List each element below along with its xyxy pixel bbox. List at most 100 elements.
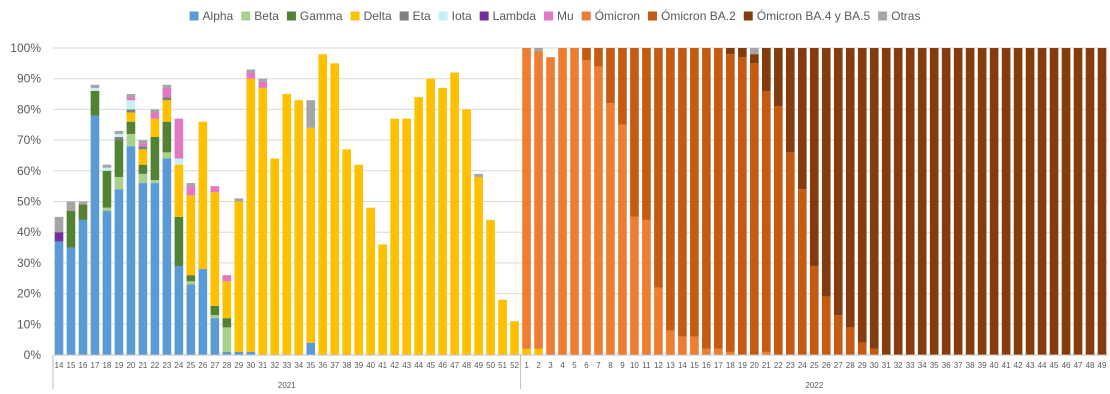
legend-item-omicron-ba-4-y-ba-5: Ómicron BA.4 y BA.5 bbox=[743, 8, 870, 23]
x-tick-label: 39 bbox=[354, 361, 363, 370]
y-tick-label: 0% bbox=[24, 348, 42, 362]
bar-segment-omicron-ba-4-y-ba-5 bbox=[809, 48, 819, 266]
bar-segment-omicron bbox=[558, 48, 567, 355]
bar-segment-beta bbox=[186, 281, 196, 285]
bar-segment-alpha bbox=[150, 183, 160, 355]
x-tick-label: 3 bbox=[548, 361, 553, 370]
bar-segment-omicron-ba-4-y-ba-5 bbox=[869, 48, 879, 349]
legend-label: Beta bbox=[254, 9, 279, 23]
bar-segment-alpha bbox=[210, 318, 220, 355]
x-tick-label: 15 bbox=[690, 361, 699, 370]
bar-segment-delta bbox=[462, 109, 471, 356]
x-tick-label: 41 bbox=[378, 361, 387, 370]
legend-swatch bbox=[189, 11, 199, 21]
bar-segment-omicron-ba-4-y-ba-5 bbox=[953, 48, 963, 355]
legend-item-omicron-ba-2: Ómicron BA.2 bbox=[648, 8, 736, 23]
legend-swatch bbox=[479, 11, 489, 21]
x-tick-label: 28 bbox=[846, 361, 855, 370]
x-tick-label: 41 bbox=[1002, 361, 1011, 370]
bar-segment-otras bbox=[534, 48, 543, 52]
x-tick-label: 2 bbox=[536, 361, 541, 370]
bar-segment-alpha bbox=[186, 284, 196, 355]
legend: Alpha Beta Gamma Delta Eta Iota Lambda Mu Ómicro… bbox=[189, 8, 920, 23]
bar-segment-omicron-ba-2 bbox=[702, 48, 711, 349]
x-tick-label: 29 bbox=[858, 361, 867, 370]
bar-segment-otras bbox=[54, 216, 64, 233]
bar-segment-delta bbox=[282, 94, 292, 356]
bar-segment-omicron-ba-4-y-ba-5 bbox=[1061, 48, 1071, 355]
x-tick-label: 24 bbox=[798, 361, 807, 370]
bar-segment-omicron-ba-2 bbox=[678, 48, 687, 337]
bar-segment-delta bbox=[414, 97, 423, 356]
x-tick-label: 34 bbox=[918, 361, 927, 370]
bar-segment-eta bbox=[114, 137, 124, 141]
bar-segment-omicron-ba-4-y-ba-5 bbox=[773, 48, 783, 107]
bar-segment-otras bbox=[126, 94, 136, 98]
bar-segment-gamma bbox=[114, 140, 124, 177]
x-tick-label: 43 bbox=[1026, 361, 1035, 370]
x-tick-label: 45 bbox=[1050, 361, 1059, 370]
x-tick-label: 21 bbox=[762, 361, 771, 370]
legend-swatch bbox=[241, 11, 251, 21]
bar-segment-omicron-ba-4-y-ba-5 bbox=[821, 48, 831, 297]
bar-segment-gamma bbox=[174, 216, 184, 266]
bar-segment-omicron-ba-2 bbox=[773, 106, 783, 355]
legend-item-eta: Eta bbox=[399, 9, 431, 23]
bar-segment-eta bbox=[162, 97, 172, 101]
x-tick-label: 37 bbox=[954, 361, 963, 370]
x-tick-label: 35 bbox=[930, 361, 939, 370]
x-tick-label: 18 bbox=[102, 361, 111, 370]
bar-segment-omicron-ba-4-y-ba-5 bbox=[893, 48, 903, 355]
bar-segment-omicron-ba-2 bbox=[714, 48, 723, 349]
x-tick-label: 20 bbox=[750, 361, 759, 370]
x-tick-label: 42 bbox=[390, 361, 399, 370]
legend-swatch bbox=[648, 11, 658, 21]
bar-segment-eta bbox=[138, 146, 148, 150]
bar-segment-mu bbox=[186, 186, 196, 196]
x-tick-label: 17 bbox=[714, 361, 723, 370]
bar-segment-omicron-ba-4-y-ba-5 bbox=[857, 48, 867, 343]
y-tick-label: 80% bbox=[17, 102, 41, 116]
legend-label: Otras bbox=[891, 9, 920, 23]
bar-segment-otras bbox=[750, 48, 759, 55]
x-tick-label: 46 bbox=[1062, 361, 1071, 370]
x-tick-label: 15 bbox=[67, 361, 76, 370]
x-tick-label: 44 bbox=[414, 361, 423, 370]
bar-segment-alpha bbox=[162, 158, 172, 355]
bar-segment-beta bbox=[162, 152, 172, 159]
bar-segment-alpha bbox=[246, 351, 256, 355]
x-tick-label: 17 bbox=[91, 361, 100, 370]
bar-segment-delta bbox=[186, 195, 196, 276]
y-tick-label: 10% bbox=[17, 317, 41, 331]
legend-swatch bbox=[438, 11, 448, 21]
x-tick-label: 22 bbox=[774, 361, 783, 370]
bar-segment-omicron-ba-2 bbox=[821, 296, 831, 355]
bar-segment-delta bbox=[138, 149, 148, 165]
bar-segment-gamma bbox=[126, 121, 136, 134]
bar-segment-delta bbox=[522, 348, 531, 355]
bar-segment-alpha bbox=[222, 351, 232, 355]
x-tick-label: 12 bbox=[654, 361, 663, 370]
bar-segment-otras bbox=[186, 183, 196, 187]
bar-segment-otras bbox=[474, 173, 483, 177]
bar-segment-delta bbox=[474, 176, 483, 355]
x-tick-label: 14 bbox=[55, 361, 64, 370]
x-tick-label: 25 bbox=[810, 361, 819, 370]
legend-swatch bbox=[878, 11, 888, 21]
bar-segment-alpha bbox=[114, 189, 124, 355]
bar-segment-delta bbox=[306, 127, 316, 343]
bar-segment-iota bbox=[126, 100, 136, 110]
bar-segment-iota bbox=[90, 87, 100, 91]
bar-segment-omicron bbox=[630, 216, 639, 355]
bar-segment-omicron bbox=[666, 330, 675, 355]
x-tick-label: 51 bbox=[498, 361, 507, 370]
legend-label: Eta bbox=[413, 9, 431, 23]
bar-segment-delta bbox=[402, 118, 411, 355]
bar-segment-omicron-ba-2 bbox=[750, 63, 759, 355]
x-tick-label: 16 bbox=[79, 361, 88, 370]
bar-segment-delta bbox=[174, 164, 184, 217]
bar-segment-iota bbox=[174, 158, 184, 165]
bar-segment-omicron bbox=[654, 287, 663, 355]
x-tick-label: 46 bbox=[438, 361, 447, 370]
x-tick-label: 13 bbox=[666, 361, 675, 370]
